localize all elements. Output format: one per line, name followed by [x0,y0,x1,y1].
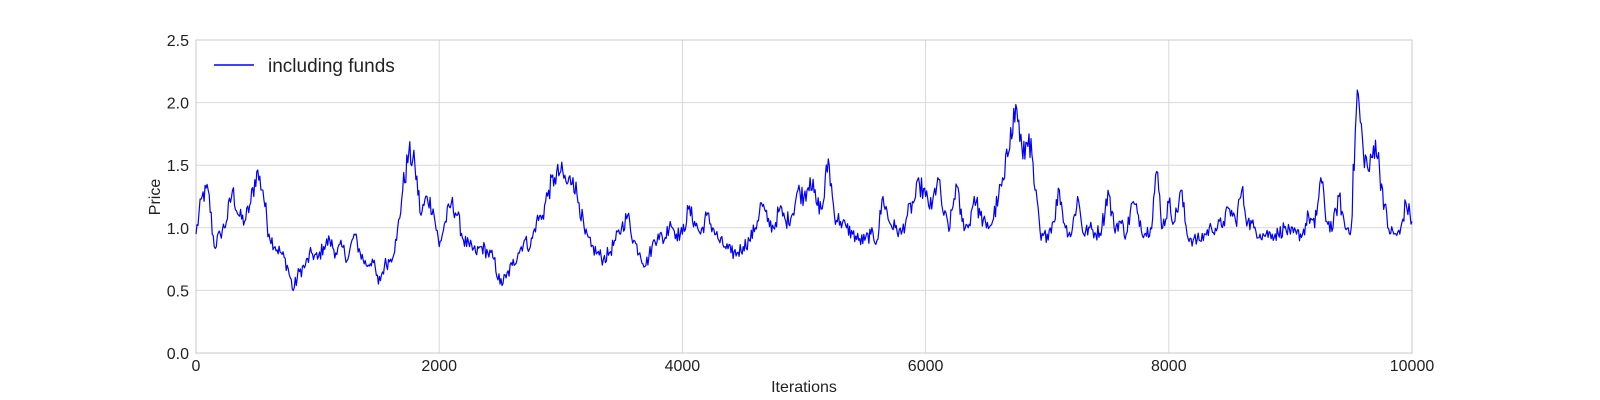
x-axis-label: Iterations [771,379,837,396]
y-tick-label: 2.5 [167,33,189,50]
legend-label: including funds [268,56,395,77]
y-tick-label: 2.0 [167,96,189,113]
x-axis-ticks: 0 2000 4000 6000 8000 10000 [192,358,1435,375]
y-tick-label: 1.5 [167,158,189,175]
x-tick-label: 2000 [421,358,457,375]
plot-frame [195,39,1413,354]
y-tick-label: 1.0 [167,221,189,238]
series-layer [195,89,1413,291]
y-axis-ticks: 0.0 0.5 1.0 1.5 2.0 2.5 [167,33,189,363]
series-line-0 [195,89,1413,291]
y-axis-label: Price [147,179,164,216]
x-tick-label: 0 [192,358,201,375]
y-tick-label: 0.5 [167,283,189,300]
x-tick-label: 6000 [908,358,944,375]
y-tick-label: 0.0 [167,346,189,363]
x-tick-label: 8000 [1151,358,1187,375]
x-tick-label: 4000 [665,358,701,375]
legend: including funds [214,56,395,77]
x-tick-label: 10000 [1390,358,1435,375]
